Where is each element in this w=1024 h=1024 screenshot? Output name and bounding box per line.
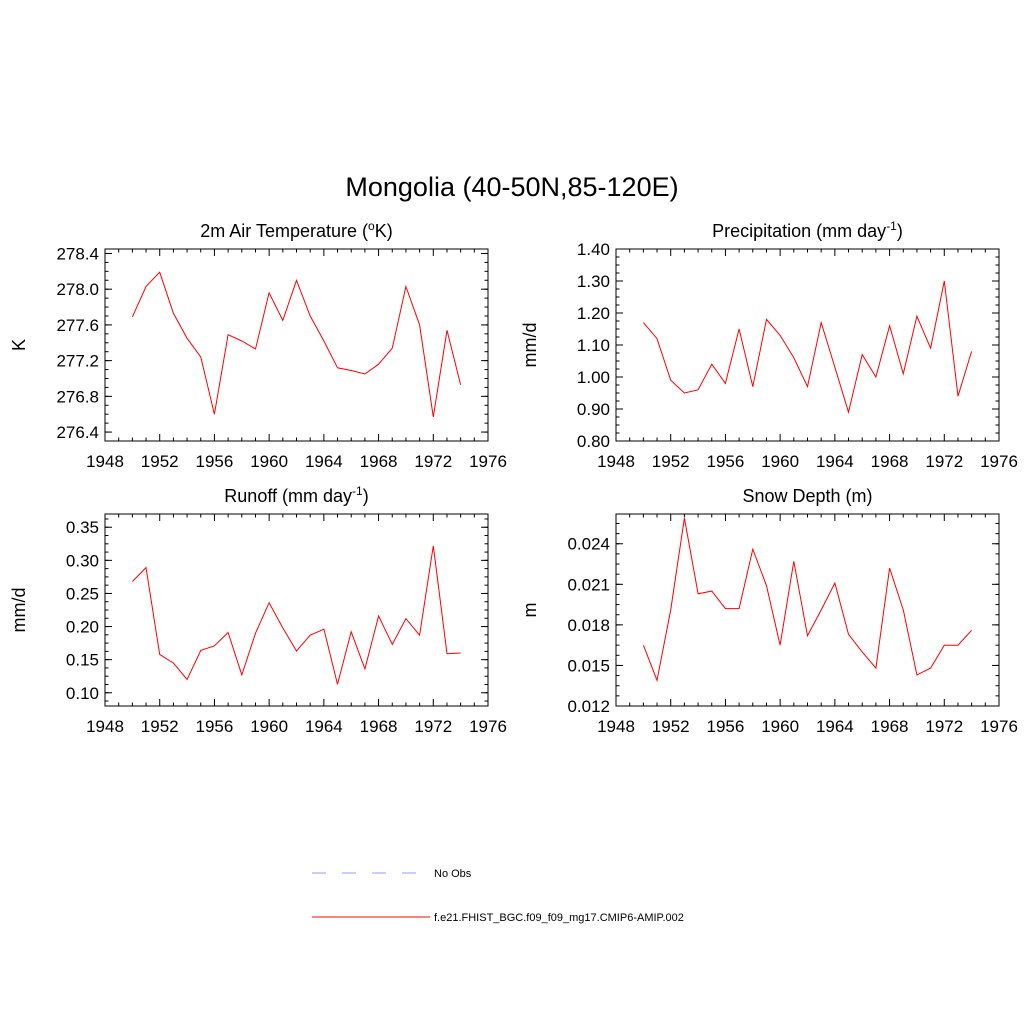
- x-tick-label: 1964: [816, 452, 854, 471]
- x-tick-label: 1948: [86, 452, 124, 471]
- y-tick-label: 1.20: [577, 304, 610, 323]
- y-tick-label: 0.25: [66, 584, 99, 603]
- y-axis-label-precipitation: mm/d: [520, 323, 540, 368]
- x-tick-label: 1968: [871, 452, 909, 471]
- figure-title: Mongolia (40-50N,85-120E): [345, 172, 678, 202]
- x-tick-label: 1976: [469, 452, 507, 471]
- panel-title-precipitation: Precipitation (mm day-1): [712, 219, 903, 241]
- panel-title-temperature: 2m Air Temperature (oK): [200, 219, 392, 241]
- y-tick-label: 0.15: [66, 651, 99, 670]
- x-tick-label: 1952: [141, 452, 179, 471]
- x-tick-label: 1948: [597, 452, 635, 471]
- series-line-snow-depth: [642, 518, 972, 683]
- x-tick-label: 1960: [250, 452, 288, 471]
- x-tick-label: 1976: [469, 717, 507, 736]
- y-tick-label: 278.4: [56, 244, 99, 263]
- x-tick-label: 1968: [871, 717, 909, 736]
- series-line-precipitation: [643, 280, 973, 415]
- series-line-runoff: [132, 545, 461, 685]
- x-tick-label: 1960: [761, 717, 799, 736]
- panel-temperature: 2m Air Temperature (oK) K 1948 1952 1956 1960…: [9, 219, 507, 471]
- x-tick-label: 1956: [196, 717, 234, 736]
- y-tick-label: 278.0: [56, 280, 99, 299]
- y-tick-label: 277.2: [56, 352, 99, 371]
- x-tick-label: 1968: [360, 452, 398, 471]
- x-tick-label: 1964: [305, 717, 343, 736]
- x-tick-label: 1952: [652, 717, 690, 736]
- panel-precipitation: Precipitation (mm day-1) mm/d 1948 1952 1956…: [520, 219, 1018, 471]
- legend-label-no-obs: No Obs: [434, 868, 472, 880]
- x-tick-label: 1964: [305, 452, 343, 471]
- x-tick-label: 1972: [414, 717, 452, 736]
- y-axis-label-runoff: mm/d: [9, 588, 29, 633]
- x-tick-label: 1960: [250, 717, 288, 736]
- x-tick-label: 1976: [980, 452, 1018, 471]
- x-tick-label: 1976: [980, 717, 1018, 736]
- y-tick-label: 0.10: [66, 684, 99, 703]
- x-tick-label: 1952: [141, 717, 179, 736]
- panels: 2m Air Temperature (oK) K 1948 1952 1956 1960…: [9, 219, 1018, 736]
- plot-frame-temperature: [104, 248, 489, 442]
- panel-title-snow-depth: Snow Depth (m): [742, 486, 872, 506]
- y-tick-label: 0.35: [66, 518, 99, 537]
- y-tick-label: 0.90: [577, 400, 610, 419]
- panel-title-sup: o: [368, 219, 375, 233]
- y-tick-label: 1.00: [577, 368, 610, 387]
- panel-title-end: ): [897, 221, 903, 241]
- panel-title-sup: -1: [352, 484, 363, 498]
- panel-title-sup: -1: [886, 219, 897, 233]
- x-tick-label: 1964: [816, 717, 854, 736]
- y-tick-label: 0.024: [567, 535, 610, 554]
- legend: No Obs f.e21.FHIST_BGC.f09_f09_mg17.CMIP…: [312, 868, 684, 924]
- panel-title-text: 2m Air Temperature (: [200, 221, 368, 241]
- y-tick-label: 276.4: [56, 423, 99, 442]
- y-tick-label: 1.40: [577, 240, 610, 259]
- panel-title-runoff: Runoff (mm day-1): [224, 484, 368, 506]
- y-tick-label: 1.30: [577, 272, 610, 291]
- x-tick-label: 1968: [360, 717, 398, 736]
- x-tick-label: 1956: [707, 717, 745, 736]
- series-line-temperature: [131, 271, 462, 417]
- panel-title-text: Runoff (mm day: [224, 486, 352, 506]
- y-tick-label: 0.015: [567, 656, 610, 675]
- y-axis-label-snow-depth: m: [520, 603, 540, 618]
- x-tick-label: 1972: [414, 452, 452, 471]
- panel-snow-depth: Snow Depth (m) m 1948 1952 1956 1960 1964 1968 1…: [520, 486, 1018, 736]
- plot-frame-runoff: [104, 513, 489, 707]
- y-tick-label: 0.012: [567, 697, 610, 716]
- x-tick-label: 1972: [925, 452, 963, 471]
- x-tick-label: 1948: [86, 717, 124, 736]
- panel-title-text: Snow Depth (m): [742, 486, 872, 506]
- y-tick-label: 0.30: [66, 551, 99, 570]
- plot-frame-precipitation: [615, 248, 1000, 442]
- y-tick-label: 0.20: [66, 618, 99, 637]
- y-tick-label: 0.021: [567, 575, 610, 594]
- y-axis-label-temperature: K: [9, 339, 29, 351]
- x-tick-label: 1960: [761, 452, 799, 471]
- y-tick-label: 276.8: [56, 387, 99, 406]
- panel-runoff: Runoff (mm day-1) mm/d 1948 1952 1956 1960 196…: [9, 484, 507, 736]
- plot-frame-snow-depth: [615, 513, 1000, 707]
- x-tick-label: 1956: [196, 452, 234, 471]
- panel-title-end: ): [363, 486, 369, 506]
- y-tick-label: 0.80: [577, 432, 610, 451]
- y-tick-label: 0.018: [567, 616, 610, 635]
- x-tick-label: 1972: [925, 717, 963, 736]
- legend-label-model: f.e21.FHIST_BGC.f09_f09_mg17.CMIP6-AMIP.…: [434, 912, 684, 924]
- x-tick-label: 1948: [597, 717, 635, 736]
- panel-title-end: K): [375, 221, 393, 241]
- panel-title-text: Precipitation (mm day: [712, 221, 886, 241]
- x-tick-label: 1956: [707, 452, 745, 471]
- x-tick-label: 1952: [652, 452, 690, 471]
- y-tick-label: 277.6: [56, 316, 99, 335]
- y-tick-label: 1.10: [577, 336, 610, 355]
